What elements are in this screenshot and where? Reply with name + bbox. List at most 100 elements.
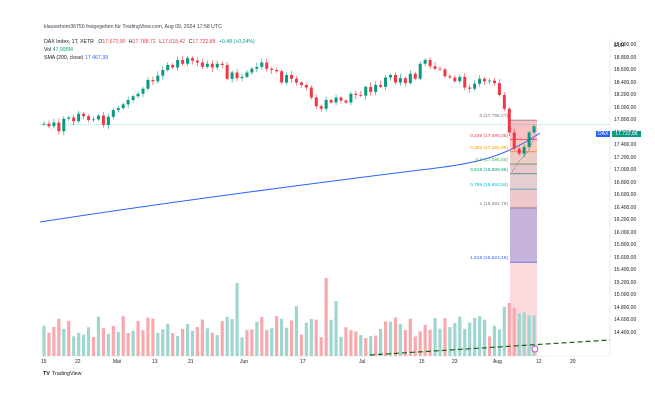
candle-body xyxy=(294,78,298,83)
candle-body xyxy=(181,60,185,64)
volume-bar xyxy=(289,320,294,356)
candle-body xyxy=(77,113,81,122)
symbol-legend[interactable]: DAX Index, 1T, XETR O17.672,90 H17.788,7… xyxy=(44,39,255,45)
candle-body xyxy=(87,116,91,120)
candle-body xyxy=(359,95,363,96)
volume-value: 47,995M xyxy=(52,47,73,53)
fib-level-label: 0,382 (17.291,95) xyxy=(470,145,508,151)
close-value: 17.722,88 xyxy=(192,39,216,45)
price-axis-label: 14.400,00 xyxy=(614,329,637,336)
candle-body xyxy=(389,75,392,78)
candle-body xyxy=(235,72,239,79)
volume-bar xyxy=(42,325,46,356)
tradingview-brand[interactable]: TV TradingView xyxy=(43,371,82,377)
sma-value: 17.467,39 xyxy=(84,55,109,61)
low-value: 17.618,42 xyxy=(162,39,186,45)
volume-bar xyxy=(448,327,452,356)
volume-bar xyxy=(344,327,348,356)
candle-body xyxy=(265,62,269,69)
price-axis-label: 17.400,00 xyxy=(614,142,637,148)
volume-bar xyxy=(438,328,442,356)
candle-body xyxy=(339,97,343,101)
time-axis-label: 17 xyxy=(300,359,306,365)
range-highlight-blue xyxy=(510,207,537,263)
price-axis-label: 18.400,00 xyxy=(614,79,637,86)
volume-bar xyxy=(77,332,81,356)
candle-body xyxy=(161,70,165,76)
candle-body xyxy=(413,73,417,79)
candle-body xyxy=(532,126,536,133)
candle-body xyxy=(285,75,289,83)
candle-body xyxy=(453,77,457,82)
volume-bar xyxy=(463,328,467,356)
price-axis-label: 16.400,00 xyxy=(614,204,637,211)
candle-body xyxy=(210,63,214,68)
candle-body xyxy=(512,132,516,149)
volume-bar xyxy=(512,307,516,356)
price-axis-label: 14.800,00 xyxy=(614,304,637,311)
volume-bar xyxy=(423,324,427,356)
time-axis-label: 12 xyxy=(536,359,542,365)
candle-body xyxy=(418,63,422,79)
candle-body xyxy=(438,68,442,70)
volume-bar xyxy=(265,330,269,356)
price-axis-label: 17.800,00 xyxy=(614,117,637,123)
volume-bar xyxy=(478,316,482,356)
volume-bar xyxy=(205,328,209,356)
volume-bar xyxy=(329,319,333,356)
volume-bar xyxy=(364,337,368,356)
volume-bar xyxy=(195,327,200,356)
volume-bar xyxy=(57,318,61,356)
fib-level-label: 0,786 (16.693,54) xyxy=(470,183,508,189)
candle-body xyxy=(106,116,110,125)
volume-bar xyxy=(299,334,303,356)
candle-body xyxy=(463,76,467,88)
volume-bar xyxy=(275,316,279,356)
volume-bar xyxy=(398,323,402,356)
price-axis-label: 16.200,00 xyxy=(614,217,637,223)
candle-body xyxy=(141,88,145,94)
volume-bar xyxy=(334,301,338,356)
volume-bar xyxy=(225,316,229,356)
price-axis-label: 18.000,00 xyxy=(614,104,637,111)
price-axis-label: 16.800,00 xyxy=(614,179,637,186)
volume-bar xyxy=(408,318,412,356)
volume-bar xyxy=(260,316,264,356)
candle-body xyxy=(260,62,264,67)
price-axis-label: 14.600,00 xyxy=(614,317,637,323)
volume-bar xyxy=(324,278,328,356)
volume-bar xyxy=(111,325,115,356)
volume-bar xyxy=(388,321,393,356)
volume-bar xyxy=(309,318,313,356)
volume-bar xyxy=(379,328,383,356)
candle-body xyxy=(478,78,482,84)
candle-body xyxy=(433,66,437,69)
time-axis-label: 13 xyxy=(152,359,158,365)
candle-body xyxy=(428,60,432,67)
candle-body xyxy=(166,65,170,70)
candle-body xyxy=(314,97,318,107)
volume-bar xyxy=(240,337,244,356)
candle-body xyxy=(522,146,526,154)
volume-bar xyxy=(532,315,536,356)
volume-bar xyxy=(156,332,160,356)
volume-bar xyxy=(141,330,145,356)
candle-body xyxy=(200,62,204,67)
candle-body xyxy=(176,60,180,68)
price-axis-label: 16.600,00 xyxy=(614,192,637,198)
high-value: 17.788,72 xyxy=(132,39,156,45)
candle-body xyxy=(67,117,71,119)
volume-bar xyxy=(136,320,140,356)
price-axis-label: 15.800,00 xyxy=(614,242,637,248)
time-axis-label: Aug xyxy=(493,359,502,365)
candle-body xyxy=(398,78,402,83)
symbol-name[interactable]: DAX Index, 1T, XETR xyxy=(44,39,94,45)
candle-body xyxy=(458,76,462,82)
candle-body xyxy=(349,93,353,103)
volume-bar xyxy=(47,332,51,356)
sma-legend[interactable]: SMA (200, close) 17.467,39 xyxy=(44,55,108,61)
volume-legend[interactable]: Vol 47,995M xyxy=(44,47,73,53)
candle-body xyxy=(171,65,175,68)
